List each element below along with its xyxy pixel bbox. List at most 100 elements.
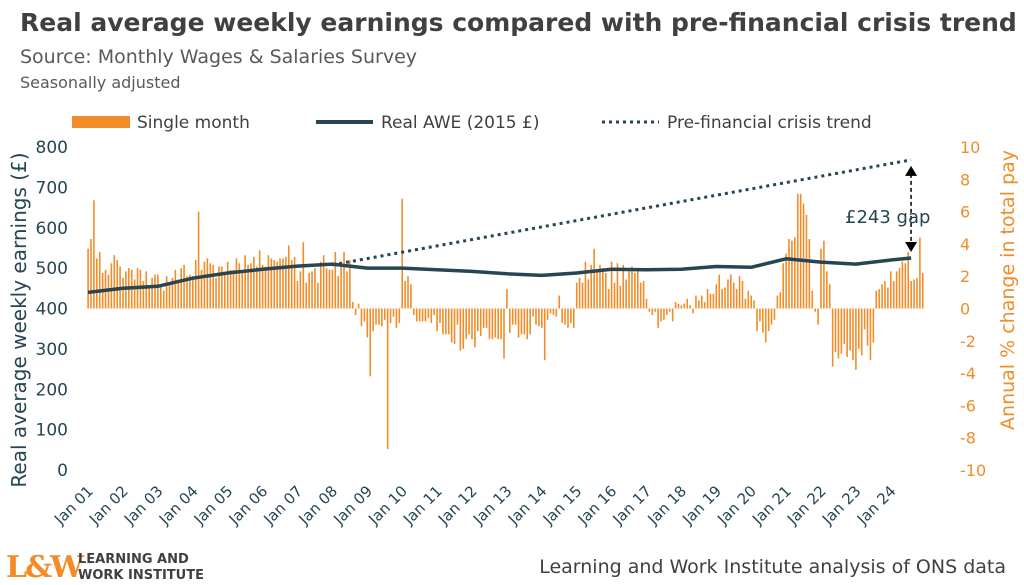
bar (532, 308, 534, 317)
bar (296, 281, 299, 309)
left-tick-label: 200 (36, 380, 68, 400)
bar (680, 305, 683, 309)
x-tick-label: Jan 16 (574, 482, 621, 529)
bar (491, 308, 494, 340)
x-tick-label: Jan 14 (504, 482, 551, 529)
bar (689, 305, 691, 309)
bar (160, 285, 162, 309)
bar (668, 308, 671, 312)
bar (904, 263, 907, 309)
bar (770, 308, 773, 325)
bar (645, 298, 648, 309)
left-tick-label: 0 (57, 461, 68, 481)
logo-text-line1: LEARNING AND (78, 552, 189, 567)
bar (375, 308, 377, 325)
bar (209, 263, 212, 309)
bar (587, 279, 590, 309)
bar (584, 261, 587, 309)
bar (855, 308, 857, 370)
bar (290, 260, 293, 309)
bar (517, 308, 520, 338)
bar (538, 308, 540, 327)
bar (895, 271, 898, 309)
bar (747, 290, 750, 309)
bar (549, 308, 552, 314)
bar (407, 276, 409, 309)
bar (212, 264, 214, 309)
gap-arrowhead-down (905, 242, 918, 253)
bar (436, 308, 438, 332)
gap-label: £243 gap (845, 207, 930, 228)
bar (125, 271, 127, 309)
bar (570, 308, 572, 324)
bar (901, 261, 904, 309)
left-axis: 0 100 200 300 400 500 600 700 800 (36, 138, 68, 481)
bar (741, 281, 744, 309)
x-tick-label: Jan 04 (155, 482, 202, 529)
bar (750, 295, 752, 309)
bar (151, 277, 153, 309)
x-tick-label: Jan 22 (783, 482, 830, 529)
bar (526, 308, 529, 340)
bar (593, 248, 595, 309)
bar (218, 266, 220, 309)
bar (96, 258, 98, 309)
bar (820, 248, 822, 309)
bar (192, 276, 194, 309)
bar (634, 272, 636, 309)
left-tick-label: 800 (36, 138, 68, 158)
right-tick-label: -10 (960, 461, 986, 480)
bar (779, 292, 782, 309)
bar (631, 266, 633, 309)
bar (90, 239, 92, 309)
bar (258, 250, 261, 309)
bar (727, 279, 729, 309)
bar (843, 308, 846, 345)
bar (552, 308, 555, 315)
bar (642, 281, 645, 309)
bar (357, 303, 360, 309)
bar (386, 308, 389, 450)
bar (343, 251, 345, 309)
bar (177, 279, 180, 309)
right-tick-label: -4 (960, 364, 976, 383)
bar (881, 284, 883, 309)
bar (200, 269, 203, 309)
x-tick-label: Jan 05 (190, 482, 237, 529)
bar (738, 276, 741, 309)
bar (826, 271, 828, 309)
bar (282, 258, 284, 309)
bar (785, 253, 787, 309)
bar (773, 308, 776, 320)
bar (174, 269, 177, 309)
bar (235, 258, 238, 309)
bar (744, 298, 747, 309)
bar (858, 308, 860, 349)
x-tick-label: Jan 03 (120, 482, 167, 529)
bar (293, 256, 296, 309)
x-tick-label: Jan 12 (434, 482, 481, 529)
bar (863, 308, 866, 330)
bar (413, 308, 415, 315)
bar (607, 289, 610, 309)
left-tick-label: 500 (36, 259, 68, 279)
bar (602, 268, 604, 309)
bar (561, 308, 563, 324)
bar (279, 258, 281, 309)
bar (366, 308, 369, 338)
bar (488, 308, 491, 340)
bar (794, 237, 796, 309)
bar (558, 295, 561, 309)
bar (180, 268, 182, 309)
bar (229, 269, 232, 309)
bar (133, 279, 136, 309)
bar (415, 308, 418, 322)
left-tick-label: 700 (36, 178, 68, 198)
bar (363, 308, 366, 322)
bar (581, 282, 584, 309)
bar (206, 258, 209, 309)
bar (814, 308, 816, 312)
bar (625, 279, 627, 309)
legend: Single month Real AWE (2015 £) Pre-finan… (72, 113, 872, 133)
bar (817, 308, 819, 325)
